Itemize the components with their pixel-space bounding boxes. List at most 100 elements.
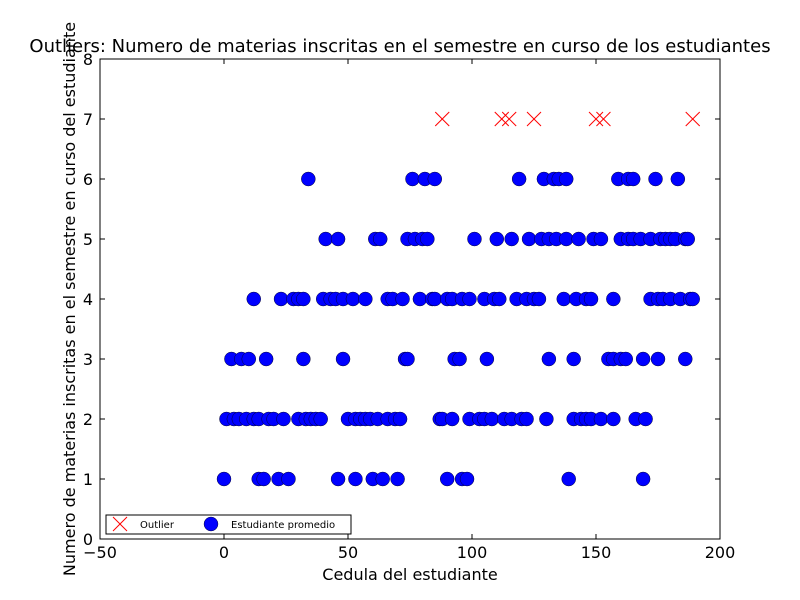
y-axis-label: Numero de materias inscritas en el semes… [60,22,79,576]
student-point [281,471,296,487]
student-point [330,471,346,487]
student-point [685,291,700,307]
x-tick-label: 0 [219,543,229,562]
plot-frame [99,58,721,540]
student-point [392,411,408,427]
plot-area [100,59,720,539]
student-point [566,351,581,367]
student-point [348,471,363,487]
student-point [511,171,527,187]
student-point [400,351,415,367]
student-point [539,411,554,427]
student-point [618,351,633,367]
student-point [440,471,455,487]
student-point [335,351,351,367]
x-axis-label: Cedula del estudiante [322,565,497,584]
x-tick-label: 50 [338,543,358,562]
student-point [427,291,442,307]
student-point [330,231,346,247]
student-point [462,291,477,307]
student-point [678,351,693,367]
student-point [559,171,574,187]
student-point [373,231,388,247]
student-point [504,231,519,247]
student-point [489,231,504,247]
student-point [521,231,537,247]
legend-entry-label: Outlier [140,520,175,531]
student-point [296,351,311,367]
student-point [444,411,460,427]
student-point [648,171,663,187]
student-point [203,516,219,532]
student-point [452,351,467,367]
student-point [412,291,428,307]
outlier-point [494,111,510,127]
student-point [241,351,257,367]
y-tick-label: 1 [83,470,93,489]
legend-frame [105,514,352,535]
student-point [571,231,586,247]
student-point [318,231,333,247]
student-point [256,471,271,487]
y-tick-label: 6 [83,170,93,189]
outlier-point [685,111,701,127]
student-point [427,171,442,187]
student-point [273,291,289,307]
legend-entry-label: Estudiante promedio [231,520,335,531]
y-tick-label: 8 [83,50,93,69]
outlier-point [434,111,450,127]
x-tick-label: 150 [581,543,612,562]
student-point [301,171,316,187]
student-point [680,231,695,247]
student-point [606,411,621,427]
x-tick-label: 100 [457,543,488,562]
x-tick-label: 200 [705,543,736,562]
student-point [216,471,232,487]
student-point [484,411,500,427]
y-tick-label: 0 [83,530,93,549]
student-point [606,291,621,307]
student-point [459,471,475,487]
student-point [296,291,311,307]
student-point [405,171,420,187]
chart-title: Outliers: Numero de materias inscritas e… [29,36,770,57]
y-tick-label: 2 [83,410,93,429]
outlier-point [526,111,542,127]
student-point [635,351,651,367]
outlier-point [501,111,517,127]
student-point [375,471,390,487]
student-point [479,351,495,367]
student-point [593,411,609,427]
student-point [258,351,274,367]
student-point [420,231,435,247]
student-point [638,411,653,427]
outlier-point [596,111,611,127]
outlier-point [588,111,604,127]
y-tick-label: 7 [83,110,93,129]
student-point [561,471,576,487]
student-point [358,291,373,307]
student-point [559,231,574,247]
legend: Outlier Estudiante promedio [105,514,352,535]
student-point [670,171,686,187]
student-point [276,411,291,427]
student-point [467,231,482,247]
student-point [635,471,651,487]
student-point [246,291,261,307]
student-point [626,171,641,187]
data-marks [216,111,701,487]
student-point [593,231,609,247]
student-point [531,291,547,307]
student-point [390,471,405,487]
outlier-point [112,516,128,532]
student-point [492,291,507,307]
student-point [519,411,534,427]
x-tick-label: −50 [83,543,117,562]
student-point [583,291,599,307]
y-tick-label: 4 [83,290,93,309]
y-tick-label: 3 [83,350,93,369]
student-point [395,291,410,307]
y-tick-label: 5 [83,230,93,249]
